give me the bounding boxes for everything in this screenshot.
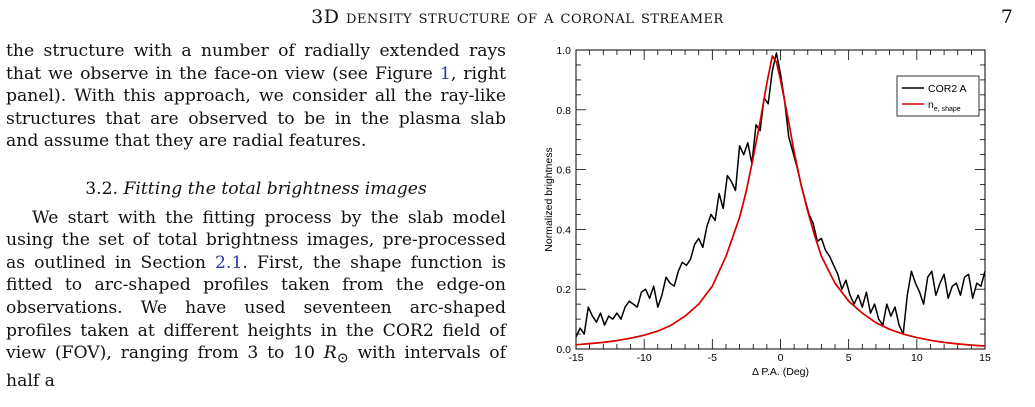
figure: -15 -10 -5 0 5 10 15 0.0 0.2 0.4 0.6 0.8 1.0 Δ P.A. (… (530, 36, 1035, 403)
x-tick-label: 10 (911, 352, 923, 364)
y-tick-label: 0.2 (556, 284, 571, 296)
y-tick-label: 1.0 (556, 45, 571, 57)
solar-radius-subscript: ⊙ (336, 350, 349, 367)
x-tick-label: 15 (979, 352, 991, 364)
paragraph-2-middle: . First, the shape function is fitted to… (6, 252, 506, 364)
y-tick-label: 0.8 (556, 105, 571, 117)
paragraph-1: the structure with a number of radially … (6, 40, 506, 153)
legend-label: COR2 A (928, 83, 967, 95)
running-title: 3D density structure of a coronal stream… (311, 6, 724, 28)
paragraph-1-end: , right panel). With this approach, we c… (6, 63, 506, 152)
section-heading: 3.2. Fitting the total brightness images (6, 178, 506, 201)
legend-box (896, 75, 980, 117)
x-tick-label: -5 (708, 352, 717, 364)
section-link[interactable]: 2.1 (215, 252, 243, 273)
paragraph-2-text: We start with the fitting process by the… (6, 207, 506, 273)
y-tick-label: 0.4 (556, 224, 571, 236)
y-tick-label: 0.6 (556, 165, 571, 177)
paragraph-1-text: the structure with a number of radially … (6, 41, 506, 84)
solar-radius-symbol: R (323, 343, 337, 364)
section-title: Fitting the total brightness images (123, 178, 427, 199)
figure-link[interactable]: 1 (439, 63, 451, 84)
paragraph-2-tail: with intervals of half a (6, 343, 506, 392)
paragraph-2: We start with the fitting process by the… (6, 207, 506, 393)
section-number: 3.2. (85, 178, 118, 199)
page-number: 7 (1000, 6, 1013, 28)
x-tick-label: -10 (637, 352, 652, 364)
series-ne-shape-line (575, 55, 986, 347)
y-tick-label: 0.0 (556, 344, 571, 356)
series-cor2a-line (575, 52, 986, 338)
x-tick-label: 0 (778, 352, 784, 364)
x-tick-label: -15 (568, 352, 583, 364)
body-text-column: the structure with a number of radially … (6, 40, 506, 393)
x-tick-label: 5 (846, 352, 852, 364)
brightness-profile-chart: -15 -10 -5 0 5 10 15 0.0 0.2 0.4 0.6 0.8 1.0 Δ P.A. (… (543, 45, 991, 378)
x-axis-label: Δ P.A. (Deg) (752, 366, 809, 378)
y-axis-label: Normalized brightness (543, 147, 555, 251)
